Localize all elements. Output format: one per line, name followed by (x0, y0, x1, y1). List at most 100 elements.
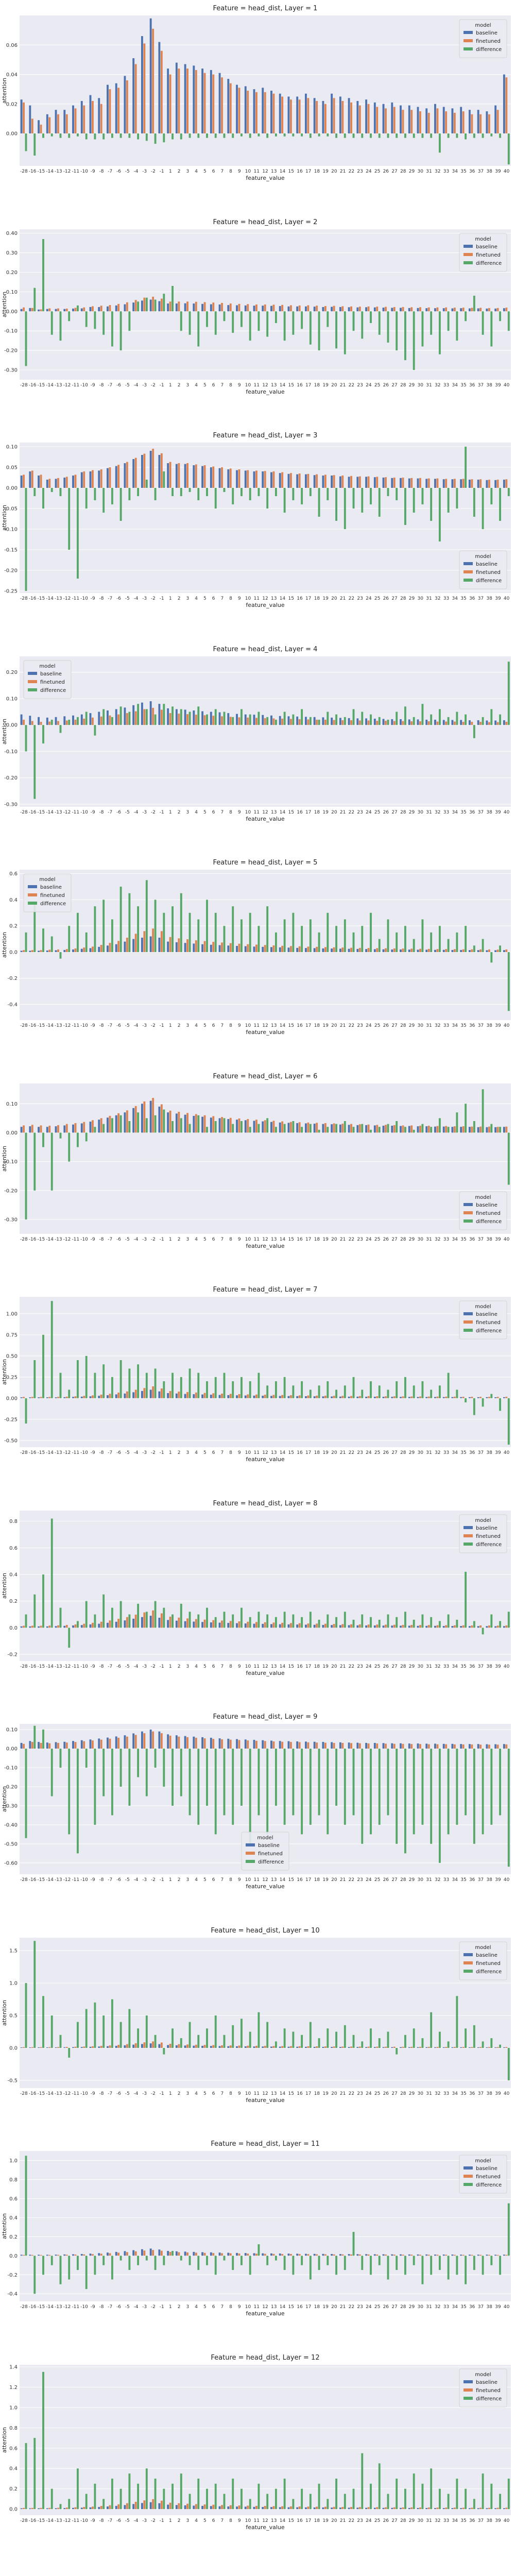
bar-baseline-15 (287, 2253, 290, 2256)
x-tick-label: 24 (366, 169, 372, 174)
bar-finetuned-28 (402, 478, 404, 488)
bar-baseline--9 (89, 95, 92, 134)
x-tick-label: 22 (349, 1023, 354, 1028)
x-tick-label: 37 (478, 596, 484, 601)
x-tick-label: -15 (37, 1877, 45, 1883)
x-tick-label: -15 (37, 1023, 45, 1028)
bar-difference--15 (42, 1996, 44, 2048)
bar-baseline-27 (391, 949, 393, 952)
bar-difference--8 (102, 1124, 105, 1133)
x-tick-label: 18 (314, 1664, 320, 1669)
bar-finetuned-34 (453, 479, 456, 488)
bar-finetuned--11 (74, 2046, 77, 2048)
bar-difference-20 (335, 1124, 337, 1133)
bar-difference--12 (68, 1132, 71, 1162)
bar-baseline-21 (339, 1396, 341, 1398)
y-tick-label: -0.4 (7, 1002, 18, 1008)
bar-baseline-4 (193, 1115, 195, 1133)
bar-finetuned-19 (324, 104, 327, 134)
bar-difference--8 (102, 900, 105, 952)
bar-difference-36 (473, 133, 475, 138)
bar-baseline-4 (193, 1394, 195, 1398)
bar-baseline-18 (313, 2507, 316, 2510)
x-axis-label: feature_value (246, 388, 284, 395)
bar-difference-5 (206, 311, 208, 327)
bar-baseline--4 (132, 1392, 135, 1398)
bar-finetuned-2 (178, 938, 180, 952)
bar-finetuned-36 (471, 1625, 473, 1628)
bar-difference--10 (85, 1749, 88, 1768)
bar-baseline-24 (365, 2254, 368, 2256)
bar-baseline-38 (486, 720, 488, 725)
bar-finetuned-39 (496, 480, 499, 488)
bar-difference-10 (249, 1617, 251, 1628)
bar-difference-18 (318, 1619, 320, 1628)
bar-difference-36 (473, 2025, 475, 2048)
bar-baseline-4 (193, 943, 195, 952)
bar-difference-13 (274, 1127, 277, 1133)
bar-finetuned-25 (376, 1743, 379, 1749)
bar-baseline--16 (29, 105, 31, 134)
bar-finetuned-32 (436, 949, 439, 952)
legend-swatch-finetuned (464, 1961, 473, 1964)
bar-difference--15 (42, 1730, 44, 1749)
bar-baseline-18 (313, 307, 316, 312)
bar-baseline--12 (63, 110, 66, 134)
x-tick-label: -9 (91, 1664, 95, 1669)
bar-difference-12 (266, 717, 269, 725)
bar-finetuned-31 (427, 721, 430, 725)
legend-title: model (475, 1304, 491, 1310)
bar-difference-23 (361, 1749, 364, 1844)
x-tick-label: 24 (366, 383, 372, 388)
bar-difference-6 (214, 709, 217, 725)
bar-baseline--9 (89, 2253, 92, 2256)
bar-difference-3 (188, 2022, 191, 2048)
x-tick-label: -1 (160, 1023, 164, 1028)
x-tick-label: 27 (391, 1877, 397, 1883)
bar-baseline-17 (304, 2507, 307, 2510)
bar-baseline-9 (236, 470, 238, 488)
x-tick-label: -11 (72, 1023, 79, 1028)
bar-finetuned-40 (505, 1744, 508, 1749)
bar-baseline-29 (408, 1625, 410, 1628)
x-tick-label: 12 (262, 2518, 268, 2523)
bar-finetuned--14 (48, 1125, 51, 1133)
bar-baseline-8 (227, 79, 230, 134)
bar-finetuned-11 (255, 2253, 258, 2256)
bar-baseline-5 (201, 69, 204, 134)
bar-finetuned-15 (289, 1395, 292, 1398)
y-tick-label: -0.10 (4, 329, 18, 334)
bar-difference--13 (59, 2035, 62, 2048)
y-tick-label: 0.0 (9, 950, 18, 955)
x-tick-label: 4 (195, 169, 198, 174)
x-tick-label: -1 (160, 2091, 164, 2096)
bar-finetuned-3 (186, 939, 188, 952)
legend-label-finetuned: finetuned (476, 1961, 501, 1967)
x-tick-label: 6 (212, 810, 215, 815)
x-tick-label: 28 (400, 1877, 406, 1883)
legend-label-baseline: baseline (40, 885, 62, 890)
bar-finetuned-1 (169, 2044, 171, 2048)
bar-baseline-27 (391, 1397, 393, 1398)
x-tick-label: 12 (262, 1023, 268, 1028)
x-tick-label: 31 (426, 1664, 432, 1669)
legend-swatch-baseline (28, 885, 37, 888)
bar-finetuned-10 (247, 304, 249, 312)
x-tick-label: 24 (366, 2304, 372, 2310)
bar-baseline--9 (89, 1739, 92, 1749)
bar-finetuned-25 (376, 2255, 379, 2256)
bar-difference-39 (499, 945, 501, 952)
bar-baseline-33 (442, 1626, 445, 1628)
bar-baseline-5 (201, 2505, 204, 2510)
bar-difference--3 (145, 2015, 148, 2048)
bar-difference-3 (188, 488, 191, 492)
x-tick-label: 21 (340, 2518, 346, 2523)
x-tick-label: -14 (46, 2304, 54, 2310)
bar-difference-13 (274, 2488, 277, 2510)
bar-difference-40 (507, 1132, 510, 1185)
bar-difference-14 (283, 1124, 286, 1133)
bar-difference--11 (77, 1132, 79, 1147)
bar-difference-32 (438, 311, 441, 354)
x-tick-label: 5 (203, 1664, 207, 1669)
bar-difference-38 (490, 488, 493, 504)
